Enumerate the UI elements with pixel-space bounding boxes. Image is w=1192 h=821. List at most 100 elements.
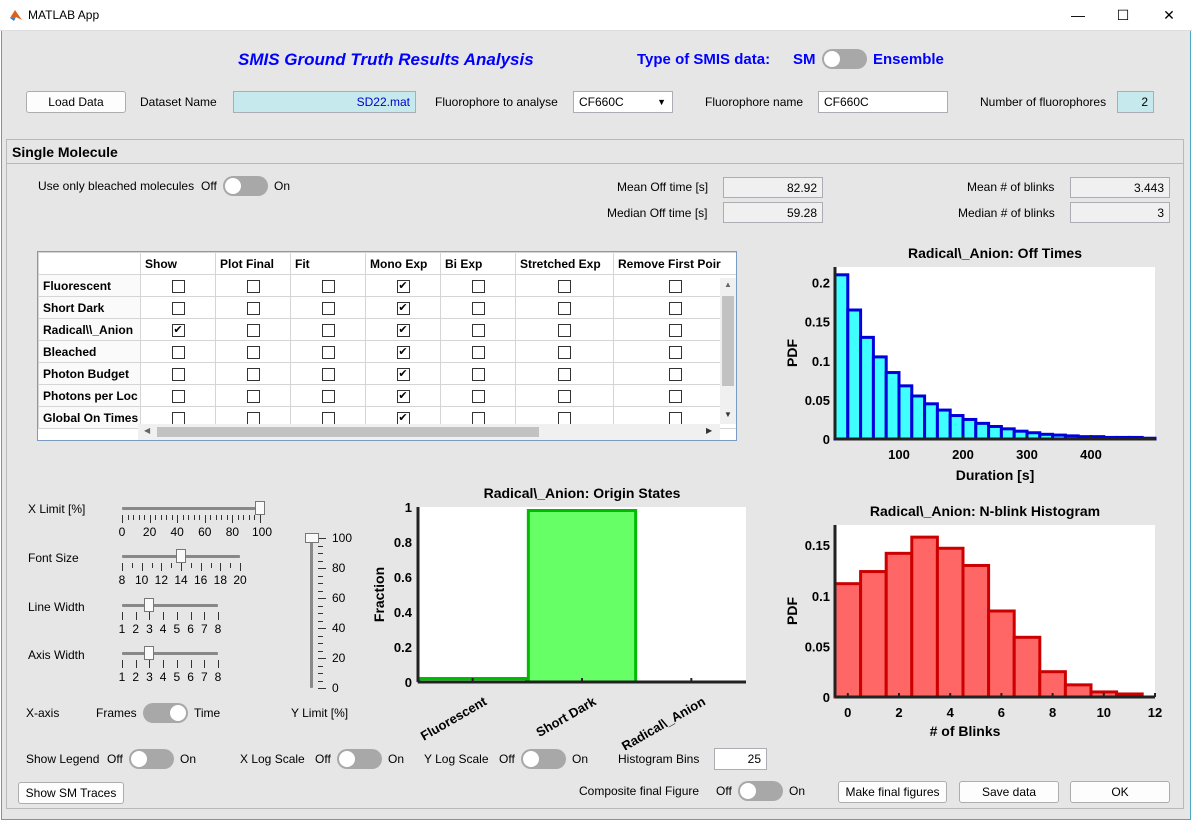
slider-track[interactable] bbox=[122, 507, 260, 510]
checkbox[interactable] bbox=[246, 367, 260, 381]
checkbox[interactable] bbox=[668, 323, 682, 337]
scroll-left-icon[interactable]: ◀ bbox=[144, 426, 151, 435]
composite-toggle[interactable] bbox=[738, 781, 783, 801]
checkbox[interactable] bbox=[246, 323, 260, 337]
load-data-button[interactable]: Load Data bbox=[26, 91, 126, 113]
checkbox[interactable] bbox=[668, 279, 682, 293]
save-data-button[interactable]: Save data bbox=[959, 781, 1059, 803]
checkbox[interactable] bbox=[171, 279, 185, 293]
fluorophore-dropdown[interactable]: CF660C ▼ bbox=[573, 91, 673, 113]
legend-on-label: On bbox=[180, 752, 197, 766]
checked-checkbox[interactable]: ✔ bbox=[396, 345, 410, 359]
ylog-toggle[interactable] bbox=[521, 749, 566, 769]
slider-thumb[interactable] bbox=[144, 646, 155, 660]
bleached-toggle[interactable] bbox=[223, 176, 268, 196]
slider-thumb[interactable] bbox=[176, 549, 186, 563]
close-icon[interactable]: ✕ bbox=[1163, 7, 1175, 23]
legend-toggle[interactable] bbox=[129, 749, 174, 769]
vscroll-thumb[interactable] bbox=[722, 296, 734, 386]
fluorophore-name-field[interactable]: CF660C bbox=[818, 91, 948, 113]
slider-thumb[interactable] bbox=[255, 501, 265, 515]
column-header: Plot Final bbox=[215, 252, 291, 275]
checkbox[interactable] bbox=[321, 323, 335, 337]
checked-checkbox[interactable]: ✔ bbox=[396, 367, 410, 381]
ylimit-slider[interactable]: 100 80 60 40 20 0 bbox=[300, 531, 360, 697]
checkbox[interactable] bbox=[471, 301, 485, 315]
num-fluorophores-field[interactable]: 2 bbox=[1117, 91, 1154, 113]
checked-checkbox[interactable]: ✔ bbox=[396, 323, 410, 337]
checkbox[interactable] bbox=[171, 389, 185, 403]
checkbox[interactable] bbox=[321, 411, 335, 425]
scroll-up-icon[interactable]: ▲ bbox=[724, 280, 732, 289]
checkbox[interactable] bbox=[321, 345, 335, 359]
checkbox[interactable] bbox=[471, 389, 485, 403]
checkbox[interactable] bbox=[171, 345, 185, 359]
checkbox[interactable] bbox=[558, 389, 571, 403]
slider-thumb[interactable] bbox=[144, 598, 155, 612]
checkbox[interactable] bbox=[668, 345, 682, 359]
checked-checkbox[interactable]: ✔ bbox=[396, 389, 410, 403]
table-vscrollbar[interactable]: ▲ ▼ bbox=[720, 278, 736, 424]
maximize-icon[interactable]: ☐ bbox=[1116, 7, 1130, 23]
checked-checkbox[interactable]: ✔ bbox=[396, 279, 410, 293]
checkbox[interactable] bbox=[321, 389, 335, 403]
options-table[interactable]: Show Plot Final Fit Mono Exp Bi Exp Stretched… bbox=[37, 251, 737, 441]
checkbox[interactable] bbox=[246, 389, 260, 403]
checkbox[interactable] bbox=[558, 367, 571, 381]
checkbox[interactable] bbox=[668, 411, 682, 425]
checkbox[interactable] bbox=[246, 279, 260, 293]
checked-checkbox[interactable]: ✔ bbox=[396, 411, 410, 425]
checkbox[interactable] bbox=[558, 345, 571, 359]
data-type-toggle[interactable] bbox=[822, 49, 867, 69]
histogram-bar bbox=[923, 402, 939, 441]
ok-button[interactable]: OK bbox=[1070, 781, 1170, 803]
checkbox[interactable] bbox=[246, 411, 260, 425]
table-cell bbox=[215, 296, 291, 319]
checkbox[interactable] bbox=[171, 367, 185, 381]
frames-label: Frames bbox=[96, 706, 137, 720]
checkbox[interactable] bbox=[558, 411, 571, 425]
checkbox[interactable] bbox=[471, 411, 485, 425]
checkbox[interactable] bbox=[471, 279, 485, 293]
hscroll-thumb[interactable] bbox=[157, 427, 539, 437]
xaxis-toggle[interactable] bbox=[143, 703, 188, 723]
checkbox[interactable] bbox=[246, 345, 260, 359]
scroll-right-icon[interactable]: ▶ bbox=[706, 426, 713, 435]
x-tick-label: 200 bbox=[952, 447, 974, 462]
xlimit-slider[interactable]: 0 20 40 60 80 100 bbox=[119, 501, 272, 543]
checkbox[interactable] bbox=[471, 367, 485, 381]
scroll-down-icon[interactable]: ▼ bbox=[724, 410, 732, 419]
checked-checkbox[interactable]: ✔ bbox=[396, 301, 410, 315]
checkbox[interactable] bbox=[321, 301, 335, 315]
checkbox[interactable] bbox=[471, 323, 485, 337]
hist-bins-field[interactable]: 25 bbox=[714, 748, 767, 770]
checkbox[interactable] bbox=[668, 301, 682, 315]
checkbox[interactable] bbox=[558, 323, 571, 337]
checkbox[interactable] bbox=[321, 367, 335, 381]
checked-checkbox[interactable]: ✔ bbox=[171, 323, 185, 337]
show-sm-traces-button[interactable]: Show SM Traces bbox=[18, 782, 124, 804]
fontsize-slider[interactable]: 8 10 12 14 16 18 20 bbox=[119, 549, 247, 591]
slider-track[interactable] bbox=[122, 604, 218, 607]
checkbox[interactable] bbox=[171, 301, 185, 315]
checkbox[interactable] bbox=[246, 301, 260, 315]
dataset-name-field[interactable]: SD22.mat bbox=[233, 91, 416, 113]
checkbox[interactable] bbox=[171, 411, 185, 425]
y-axis-label: PDF bbox=[784, 597, 800, 625]
slider-thumb[interactable] bbox=[305, 533, 319, 543]
minimize-icon[interactable]: — bbox=[1071, 7, 1085, 23]
checkbox[interactable] bbox=[558, 279, 571, 293]
slider-track[interactable] bbox=[122, 652, 218, 655]
checkbox[interactable] bbox=[558, 301, 571, 315]
checkbox[interactable] bbox=[321, 279, 335, 293]
checkbox[interactable] bbox=[668, 389, 682, 403]
checkbox[interactable] bbox=[668, 367, 682, 381]
slider-track[interactable] bbox=[310, 538, 313, 688]
make-final-figures-button[interactable]: Make final figures bbox=[838, 781, 947, 803]
xlog-toggle[interactable] bbox=[337, 749, 382, 769]
table-hscrollbar[interactable]: ◀ ▶ bbox=[138, 424, 720, 440]
mean-off-field: 82.92 bbox=[723, 177, 823, 198]
checkbox[interactable] bbox=[471, 345, 485, 359]
